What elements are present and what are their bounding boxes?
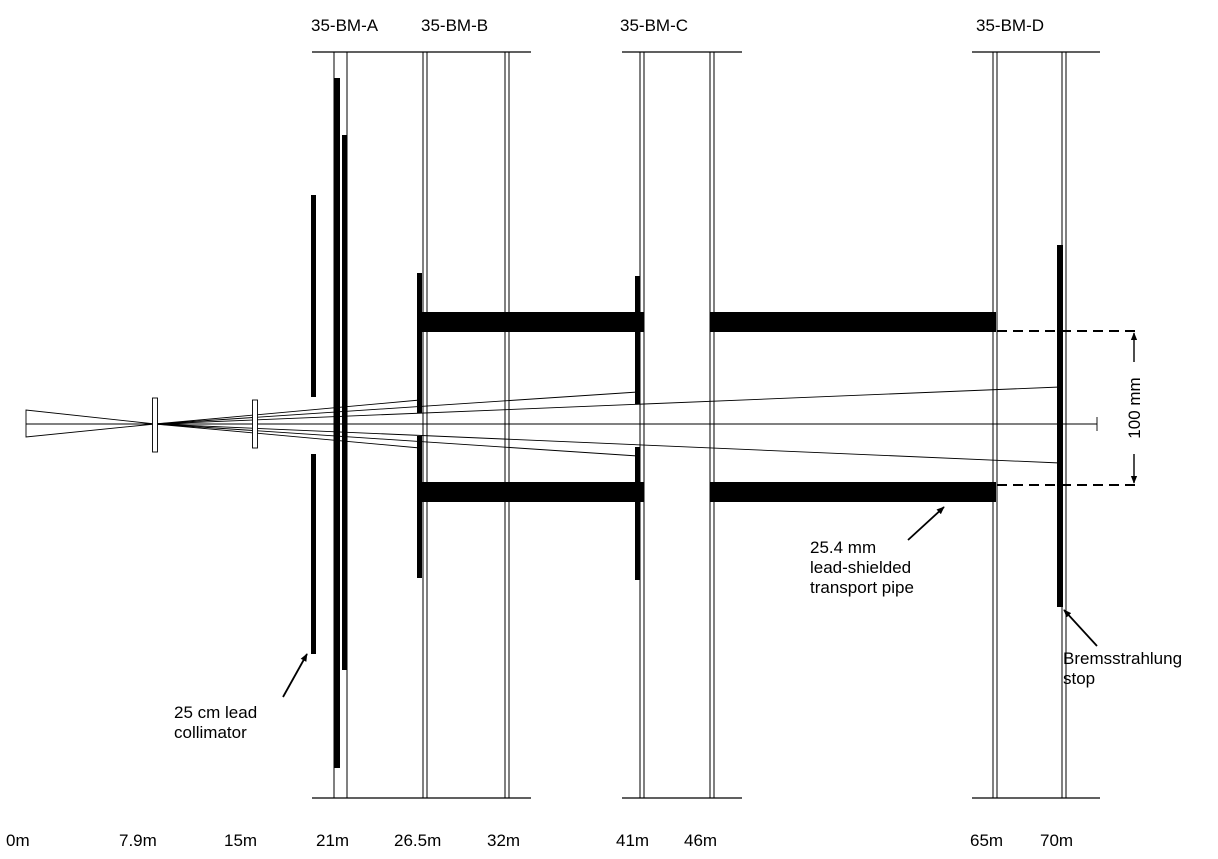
hutch-label-d: 35-BM-D [976, 16, 1044, 35]
pipe-arrow [907, 506, 945, 541]
ray-lower-outer [154, 423, 1061, 464]
distance-markers: 0m 7.9m 15m 21m 26.5m 32m 41m 46m 65m 70… [6, 831, 1073, 850]
lead-shielding [311, 78, 1063, 768]
brems-label-line2: stop [1063, 669, 1095, 688]
collimator-upper [311, 195, 316, 397]
shield-wall-a2 [342, 135, 347, 670]
annotation-arrows [282, 506, 1098, 698]
hutch-label-b: 35-BM-B [421, 16, 488, 35]
slit-15m [252, 399, 258, 449]
pipe-label-line1: 25.4 mm [810, 538, 876, 557]
hutch-label-c: 35-BM-C [620, 16, 688, 35]
collimator-arrow [282, 653, 308, 698]
brems-arrow [1063, 609, 1098, 647]
collimator-annotation: 25 cm lead collimator [174, 703, 257, 742]
distance-marker: 7.9m [119, 831, 157, 850]
hutch-walls [333, 52, 1067, 798]
distance-marker: 32m [487, 831, 520, 850]
distance-marker: 21m [316, 831, 349, 850]
dimension-label: 100 mm [1125, 377, 1144, 438]
flange-c-upper [635, 276, 640, 404]
pipe-b-upper [420, 312, 644, 332]
pipe-annotation: 25.4 mm lead-shielded transport pipe [810, 538, 914, 597]
pipe-label-line3: transport pipe [810, 578, 914, 597]
collimator-label-line1: 25 cm lead [174, 703, 257, 722]
brems-label-line1: Bremsstrahlung [1063, 649, 1182, 668]
hutch-rails [312, 51, 1100, 799]
shield-wall-a1 [334, 78, 340, 768]
distance-marker: 46m [684, 831, 717, 850]
hutch-labels: 35-BM-A 35-BM-B 35-BM-C 35-BM-D [311, 16, 1044, 35]
distance-marker: 26.5m [394, 831, 441, 850]
pipe-cd-upper [710, 312, 996, 332]
ray-upper-inner [154, 391, 639, 425]
ray-upper-outer [154, 386, 1061, 425]
distance-marker: 65m [970, 831, 1003, 850]
hutch-label-a: 35-BM-A [311, 16, 379, 35]
collimator-lower [311, 454, 316, 654]
flange-c-lower [635, 447, 640, 580]
distance-marker: 0m [6, 831, 30, 850]
flange-b-lower [417, 436, 422, 578]
collimator-label-line2: collimator [174, 723, 247, 742]
bremsstrahlung-stop [1057, 245, 1063, 607]
distance-marker: 41m [616, 831, 649, 850]
dimension-indicator [997, 330, 1140, 486]
source-fan [25, 409, 156, 438]
ray-lower-short [154, 423, 421, 449]
beam-geometry [25, 386, 1098, 464]
pipe-label-line2: lead-shielded [810, 558, 911, 577]
pipe-b-lower [420, 482, 644, 502]
flange-b-upper [417, 273, 422, 413]
brems-annotation: Bremsstrahlung stop [1063, 649, 1182, 688]
ray-lower-inner [154, 423, 639, 457]
distance-marker: 70m [1040, 831, 1073, 850]
slit-7-9m [152, 397, 158, 453]
distance-marker: 15m [224, 831, 257, 850]
ray-upper-short [154, 399, 421, 425]
pipe-cd-lower [710, 482, 996, 502]
